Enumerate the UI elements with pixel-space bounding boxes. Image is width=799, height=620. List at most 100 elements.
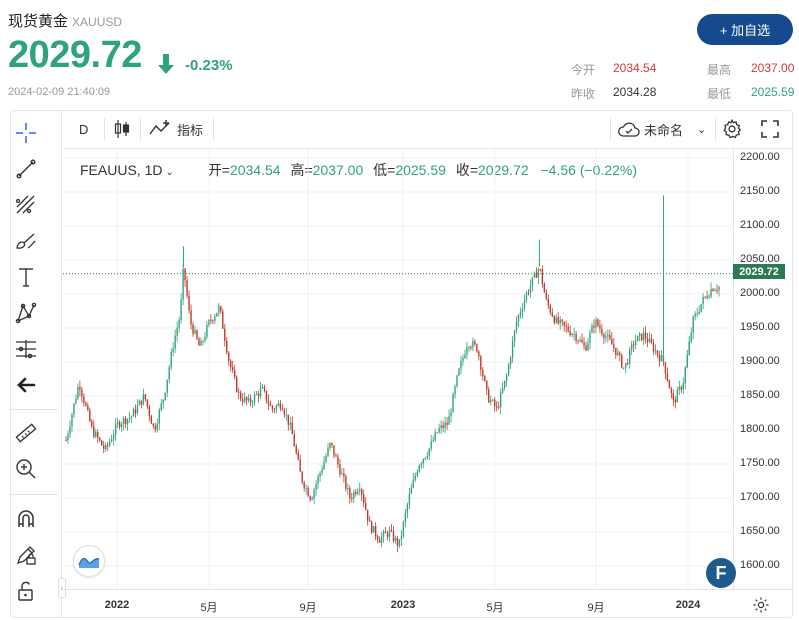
candle-body [77, 386, 79, 399]
candle-body [410, 487, 413, 494]
candle-body [214, 316, 216, 321]
pitchfork-icon[interactable] [13, 192, 39, 218]
candle-body [503, 380, 506, 389]
legend-symbol[interactable]: FEAUUS, 1D [80, 162, 163, 178]
candle-body [573, 333, 575, 335]
candle-body [345, 476, 347, 489]
candle-body [192, 324, 194, 334]
text-icon[interactable] [13, 264, 39, 290]
candle-body [640, 333, 643, 341]
candle-body [228, 352, 230, 361]
price-chart[interactable] [63, 149, 733, 589]
candle-body [642, 332, 645, 341]
candle-body [553, 316, 555, 323]
candle-body [372, 526, 375, 533]
y-tick-label: 1700.00 [740, 491, 780, 503]
candle-body [198, 338, 200, 346]
trend-line-icon[interactable] [13, 156, 39, 182]
candle-body [472, 341, 474, 348]
candle-body [65, 440, 67, 442]
candle-body [95, 432, 97, 437]
candle-body [176, 327, 178, 336]
candle-body [156, 423, 159, 430]
candle-body [700, 304, 702, 312]
candle-body [678, 386, 681, 390]
candle-body [91, 421, 93, 427]
candle-body [656, 350, 659, 355]
candlestick-type-icon[interactable] [113, 117, 131, 141]
fib-icon[interactable] [13, 336, 39, 362]
fullscreen-icon[interactable] [759, 117, 781, 141]
candle-body [216, 312, 218, 317]
candle-body [158, 409, 160, 424]
candle-body [81, 389, 83, 397]
candle-body [541, 269, 544, 285]
add-watchlist-button[interactable]: + 加自选 [697, 14, 793, 45]
candle-body [269, 404, 272, 406]
candle-body [361, 489, 363, 495]
candle-body [132, 409, 135, 417]
candle-body [152, 423, 155, 426]
candle-body [349, 487, 351, 499]
candle-body [279, 403, 282, 409]
candle-body [682, 383, 684, 390]
candle-body [384, 531, 387, 533]
candle-body [454, 386, 456, 395]
candle-body [613, 344, 615, 348]
candle-body [464, 354, 466, 358]
candle-body [581, 339, 583, 343]
candle-body [686, 354, 688, 368]
candle-body [446, 422, 448, 425]
candle-body [638, 333, 641, 336]
indicators-button[interactable]: 指标 [149, 117, 203, 141]
candle-body [108, 441, 111, 446]
candle-body [646, 338, 649, 343]
pattern-icon[interactable] [13, 300, 39, 326]
back-arrow-icon[interactable] [13, 372, 39, 398]
toolbar-divider [213, 118, 214, 140]
chart-logo-button[interactable] [73, 545, 105, 577]
candle-body [110, 439, 113, 442]
candle-body [543, 284, 546, 293]
magnet-icon[interactable] [13, 506, 39, 532]
candle-body [150, 415, 153, 424]
candle-body [122, 418, 125, 425]
candle-body [636, 335, 639, 342]
brush-icon[interactable] [13, 228, 39, 254]
candle-body [267, 401, 270, 405]
zoom-in-icon[interactable] [13, 456, 39, 482]
candle-body [559, 319, 561, 324]
candle-body [196, 330, 198, 339]
candle-body [112, 434, 115, 440]
candle-body [547, 299, 550, 306]
y-tick-label: 1950.00 [740, 321, 780, 333]
ruler-icon[interactable] [13, 420, 39, 446]
candle-body [245, 397, 248, 401]
candle-body [99, 437, 101, 441]
candle-body [114, 424, 117, 435]
interval-button[interactable]: D [79, 121, 89, 137]
y-tick-label: 2000.00 [740, 287, 780, 299]
y-tick-label: 2100.00 [740, 219, 780, 231]
chevron-down-icon[interactable]: ⌄ [165, 167, 174, 178]
crosshair-icon[interactable] [13, 120, 39, 146]
candle-body [658, 354, 661, 362]
candle-body [440, 425, 442, 429]
settings-gear-icon[interactable] [721, 117, 743, 141]
candle-body [232, 367, 234, 371]
axis-settings-gear-icon[interactable] [752, 596, 770, 614]
lock-drawing-icon[interactable] [13, 542, 39, 568]
candle-body [273, 409, 276, 411]
candle-body [339, 464, 341, 475]
candle-body [644, 332, 647, 339]
candle-body [128, 417, 131, 419]
candle-body [392, 530, 395, 542]
candle-body [263, 386, 266, 391]
collapse-toolbar-button[interactable]: ‹ [58, 578, 66, 598]
candle-body [555, 317, 557, 323]
layout-name-button[interactable]: 未命名 ⌄ [618, 117, 706, 141]
wave-logo-icon [78, 557, 100, 568]
candle-body [388, 529, 391, 537]
unlock-icon[interactable] [13, 578, 39, 604]
candle-body [595, 319, 597, 328]
